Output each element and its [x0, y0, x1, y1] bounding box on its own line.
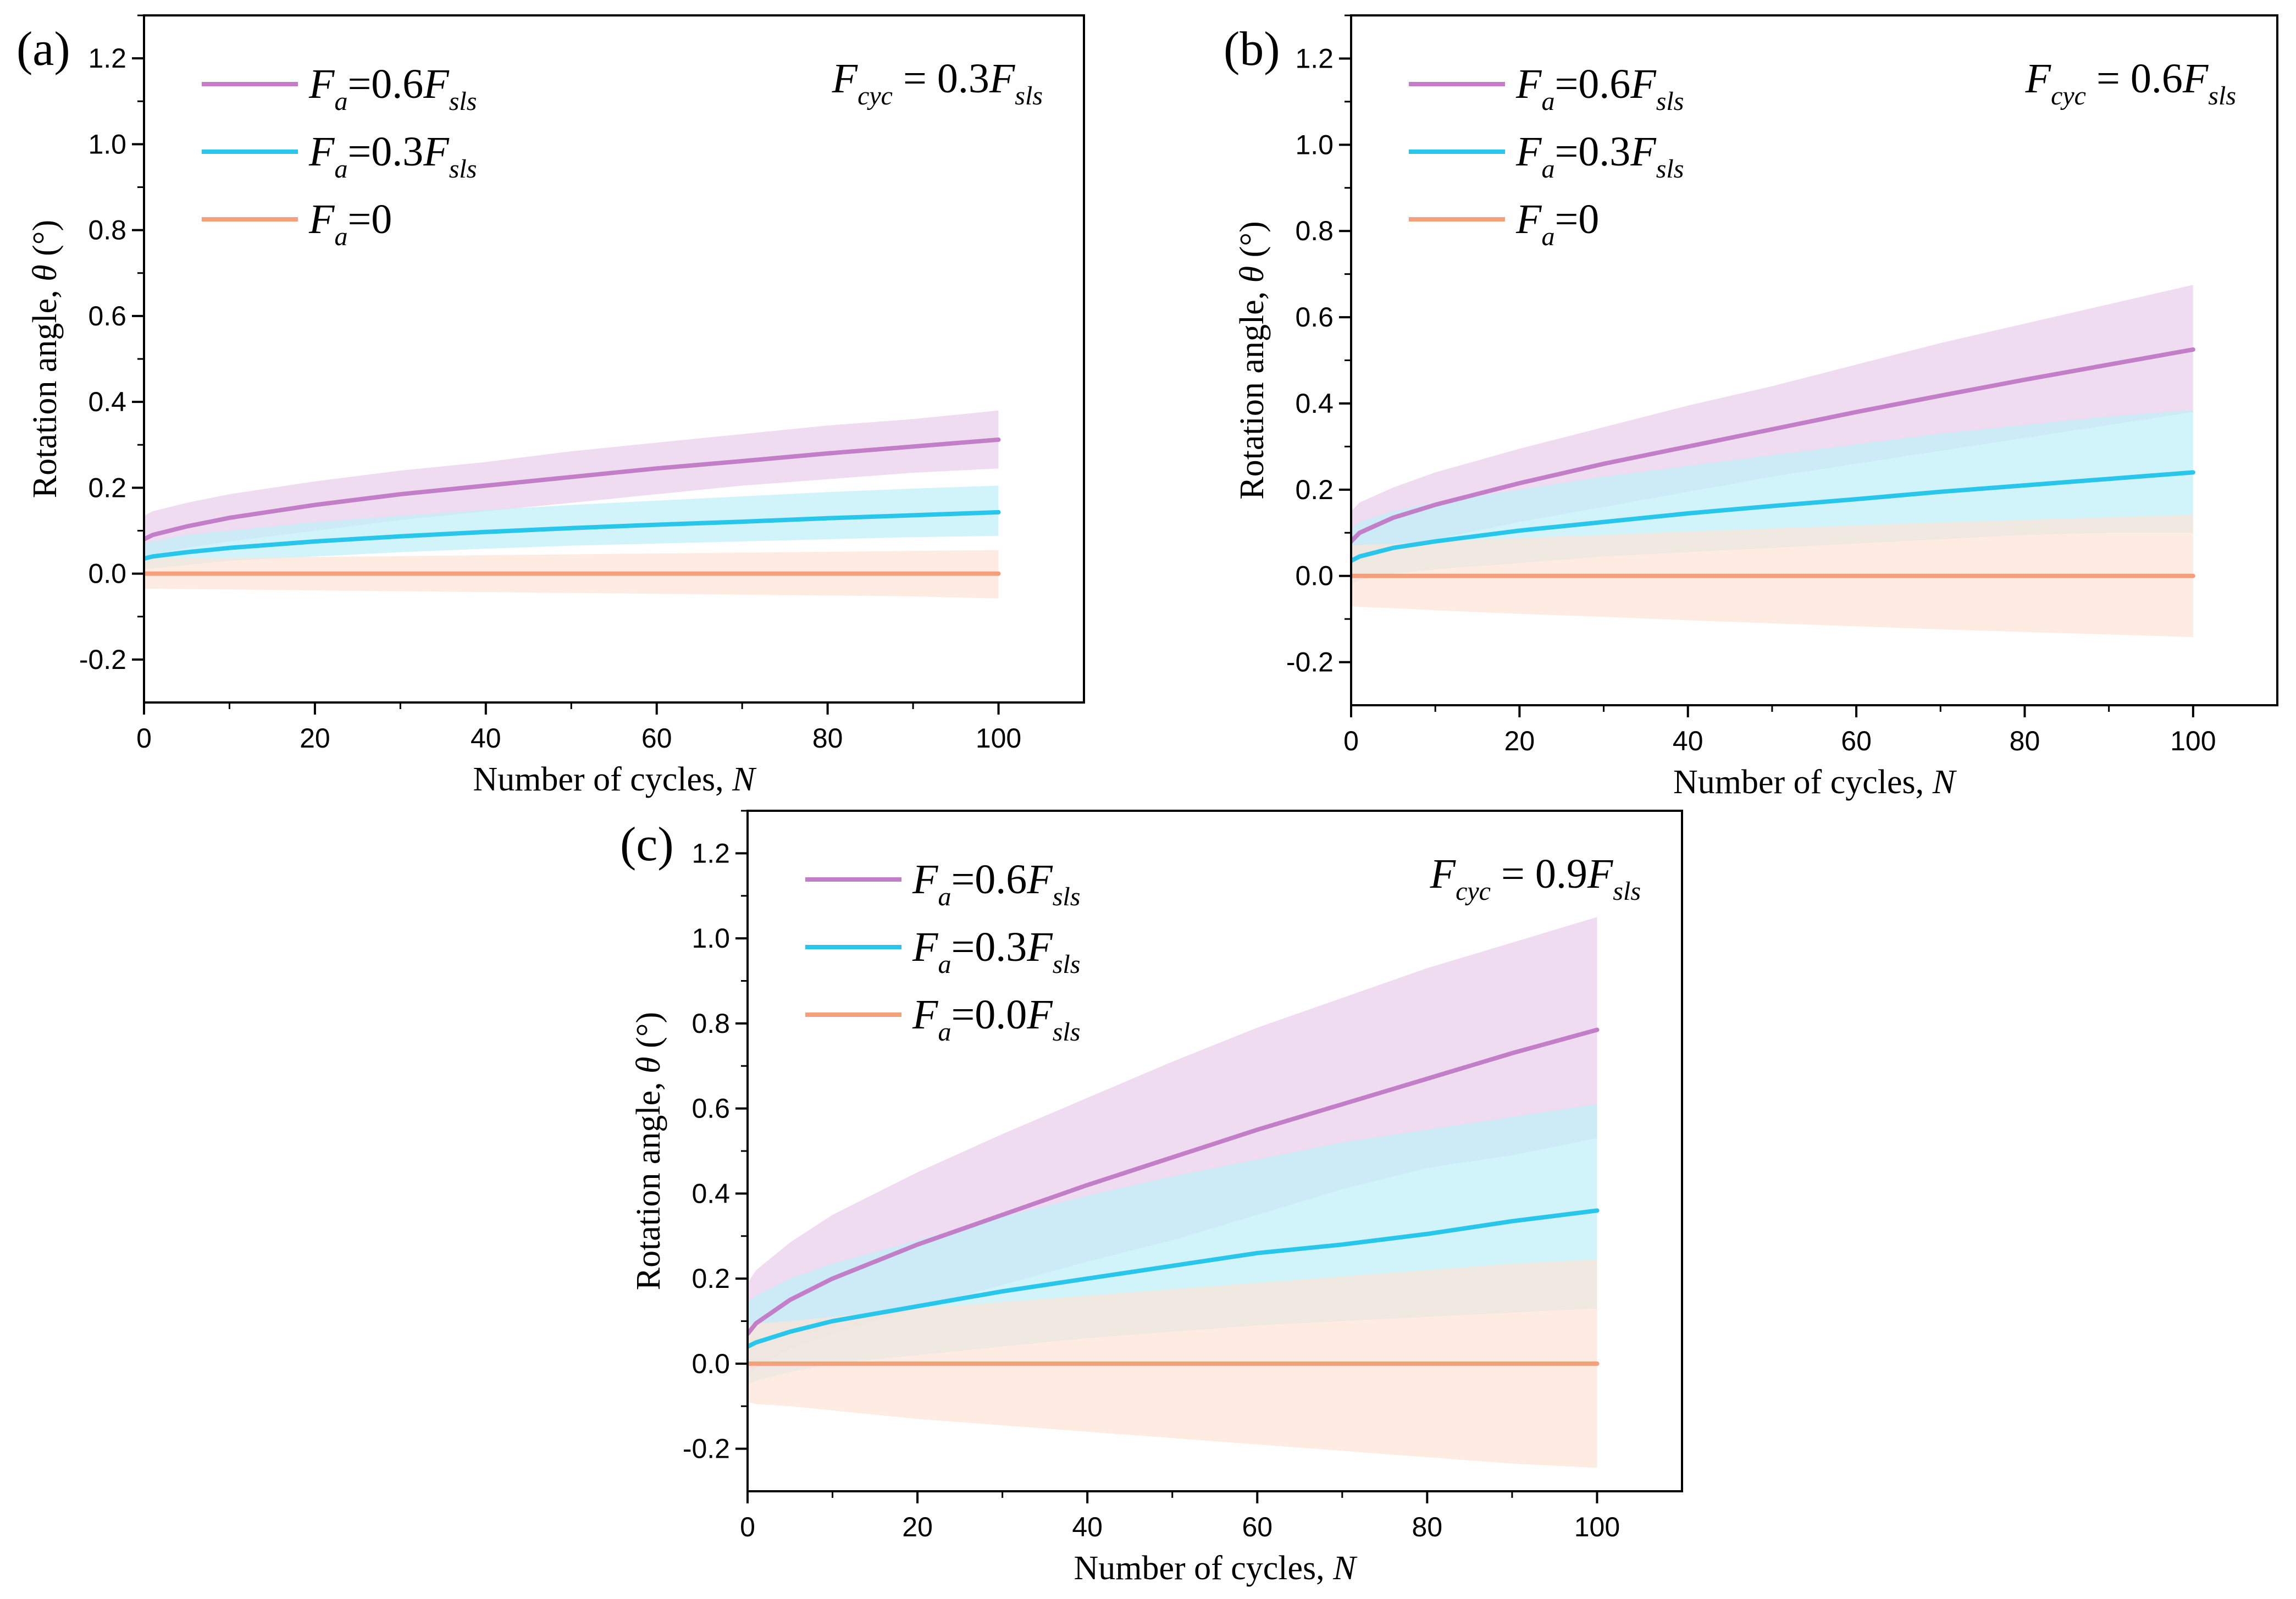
panel-a-y-tick-label-2: 0.2 — [88, 472, 126, 503]
panel-c-y-tick-label-1: 0.0 — [691, 1348, 730, 1379]
panel-b-legend-label-2: Fa=0 — [1515, 196, 1599, 251]
panel-c-x-tick-label-3: 60 — [1242, 1512, 1273, 1542]
panel-a-legend-label-0: Fa=0.6Fsls — [308, 61, 477, 116]
panel-a-legend-label-2: Fa=0 — [308, 196, 392, 251]
panel-c-y-tick-label-2: 0.2 — [691, 1263, 730, 1294]
panel-a-y-tick-label-1: 0.0 — [88, 558, 126, 589]
panel-b-y-tick-label-3: 0.4 — [1295, 388, 1334, 419]
panel-a-x-tick-label-5: 100 — [976, 723, 1021, 754]
panel-a-y-tick-label-6: 1.0 — [88, 129, 126, 159]
panel-c-legend: Fa=0.6Fsls Fa=0.3Fsls Fa=0.0Fsls — [805, 856, 1080, 1047]
panel-b-panel-label: (b) — [1224, 23, 1280, 76]
panel-b-x-tick-label-4: 80 — [2010, 726, 2040, 756]
panel-a-plot-area — [144, 410, 1001, 599]
panel-a-x-tick-label-1: 20 — [300, 723, 330, 754]
panel-c-cyc-annotation: Fcyc = 0.9Fsls — [1430, 851, 1641, 906]
panel-b-y-axis-title: Rotation angle, θ (°) — [1233, 221, 1271, 499]
panel-c: 0 20 40 60 80 100 -0.2 0.0 0.2 0.4 0.6 0.8 1.0 1.2 Num… — [620, 810, 1683, 1587]
panel-c-panel-label: (c) — [620, 818, 674, 871]
panel-a-y-tick-label-5: 0.8 — [88, 215, 126, 246]
panel-a-x-tick-label-0: 0 — [136, 723, 152, 754]
panel-a-legend: Fa=0.6Fsls Fa=0.3Fsls Fa=0 — [202, 61, 477, 251]
panel-b-y-tick-label-5: 0.8 — [1295, 215, 1334, 246]
panel-a-cyc-annotation: Fcyc = 0.3Fsls — [832, 56, 1043, 110]
panel-b-series-line-1 — [1351, 470, 2195, 563]
panel-c-legend-label-1: Fa=0.3Fsls — [912, 924, 1080, 979]
panel-c-x-axis-title: Number of cycles, N — [1074, 1550, 1358, 1587]
panel-c-y-tick-label-7: 1.2 — [691, 838, 730, 868]
panel-b-y-tick-label-0: -0.2 — [1286, 647, 1334, 678]
panel-a-y-axis-title: Rotation angle, θ (°) — [26, 220, 64, 498]
panel-b-legend: Fa=0.6Fsls Fa=0.3Fsls Fa=0 — [1409, 61, 1684, 251]
panel-b-legend-label-1: Fa=0.3Fsls — [1515, 129, 1684, 184]
panel-c-y-axis-title: Rotation angle, θ (°) — [630, 1012, 667, 1290]
panel-a-y-tick-label-3: 0.4 — [88, 386, 126, 417]
panel-b-x-tick-label-3: 60 — [1841, 726, 1872, 756]
panel-c-x-tick-label-4: 80 — [1412, 1512, 1443, 1542]
panel-b-y-tick-label-4: 0.6 — [1295, 302, 1334, 333]
panel-b-y-tick-label-7: 1.2 — [1295, 43, 1334, 74]
panel-b-x-tick-label-0: 0 — [1343, 726, 1359, 756]
panel-c-series-line-1 — [748, 1208, 1600, 1349]
panel-c-legend-label-0: Fa=0.6Fsls — [912, 856, 1080, 911]
panel-a-legend-label-1: Fa=0.3Fsls — [308, 129, 477, 184]
panel-a-panel-label: (a) — [16, 23, 70, 76]
panel-c-y-tick-label-0: -0.2 — [683, 1434, 730, 1464]
panel-c-y-tick-label-4: 0.6 — [691, 1093, 730, 1124]
panel-b-x-tick-label-1: 20 — [1504, 726, 1535, 756]
panel-c-y-tick-label-3: 0.4 — [691, 1178, 730, 1209]
panel-b-cyc-annotation: Fcyc = 0.6Fsls — [2025, 56, 2236, 110]
panel-a-x-tick-label-2: 40 — [471, 723, 501, 754]
panel-b-y-tick-label-1: 0.0 — [1295, 561, 1334, 591]
panel-a-y-tick-label-0: -0.2 — [79, 644, 126, 675]
panel-b-y-tick-label-6: 1.0 — [1295, 129, 1334, 160]
panel-c-legend-label-2: Fa=0.0Fsls — [912, 992, 1080, 1047]
panel-b-x-axis-title: Number of cycles, N — [1673, 763, 1957, 801]
panel-c-plot-area — [748, 917, 1600, 1468]
panel-a-y-tick-label-4: 0.6 — [88, 301, 126, 331]
panel-b-legend-label-0: Fa=0.6Fsls — [1515, 61, 1684, 116]
panel-c-x-tick-label-1: 20 — [902, 1512, 933, 1542]
panel-b-x-tick-label-2: 40 — [1673, 726, 1703, 756]
panel-b-series-line-0 — [1351, 347, 2195, 544]
panel-b: 0 20 40 60 80 100 -0.2 0.0 0.2 0.4 0.6 0.8 1.0 1.2 Num… — [1224, 14, 2278, 801]
panel-c-x-tick-label-0: 0 — [740, 1512, 755, 1542]
panel-c-x-tick-label-2: 40 — [1072, 1512, 1103, 1542]
panel-b-plot-area — [1351, 285, 2195, 638]
panel-b-x-tick-label-5: 100 — [2170, 726, 2216, 756]
panel-a-x-axis-title: Number of cycles, N — [473, 761, 757, 798]
panel-c-y-tick-label-6: 1.0 — [691, 923, 730, 954]
panel-a-series-line-0 — [144, 437, 1001, 542]
panel-b-y-tick-label-2: 0.2 — [1295, 474, 1334, 505]
panel-a-x-tick-label-3: 60 — [641, 723, 672, 754]
panel-c-y-tick-label-5: 0.8 — [691, 1008, 730, 1039]
panel-c-series-line-0 — [748, 1027, 1600, 1336]
panel-a-series-line-1 — [144, 510, 1001, 561]
panel-a: 0 20 40 60 80 100 -0.2 0.0 0.2 0.4 0.6 0.8 1.0 1.2 Num… — [16, 14, 1085, 798]
panel-c-x-tick-label-5: 100 — [1574, 1512, 1620, 1542]
panel-a-y-tick-label-7: 1.2 — [88, 43, 126, 74]
panel-a-x-tick-label-4: 80 — [812, 723, 843, 754]
